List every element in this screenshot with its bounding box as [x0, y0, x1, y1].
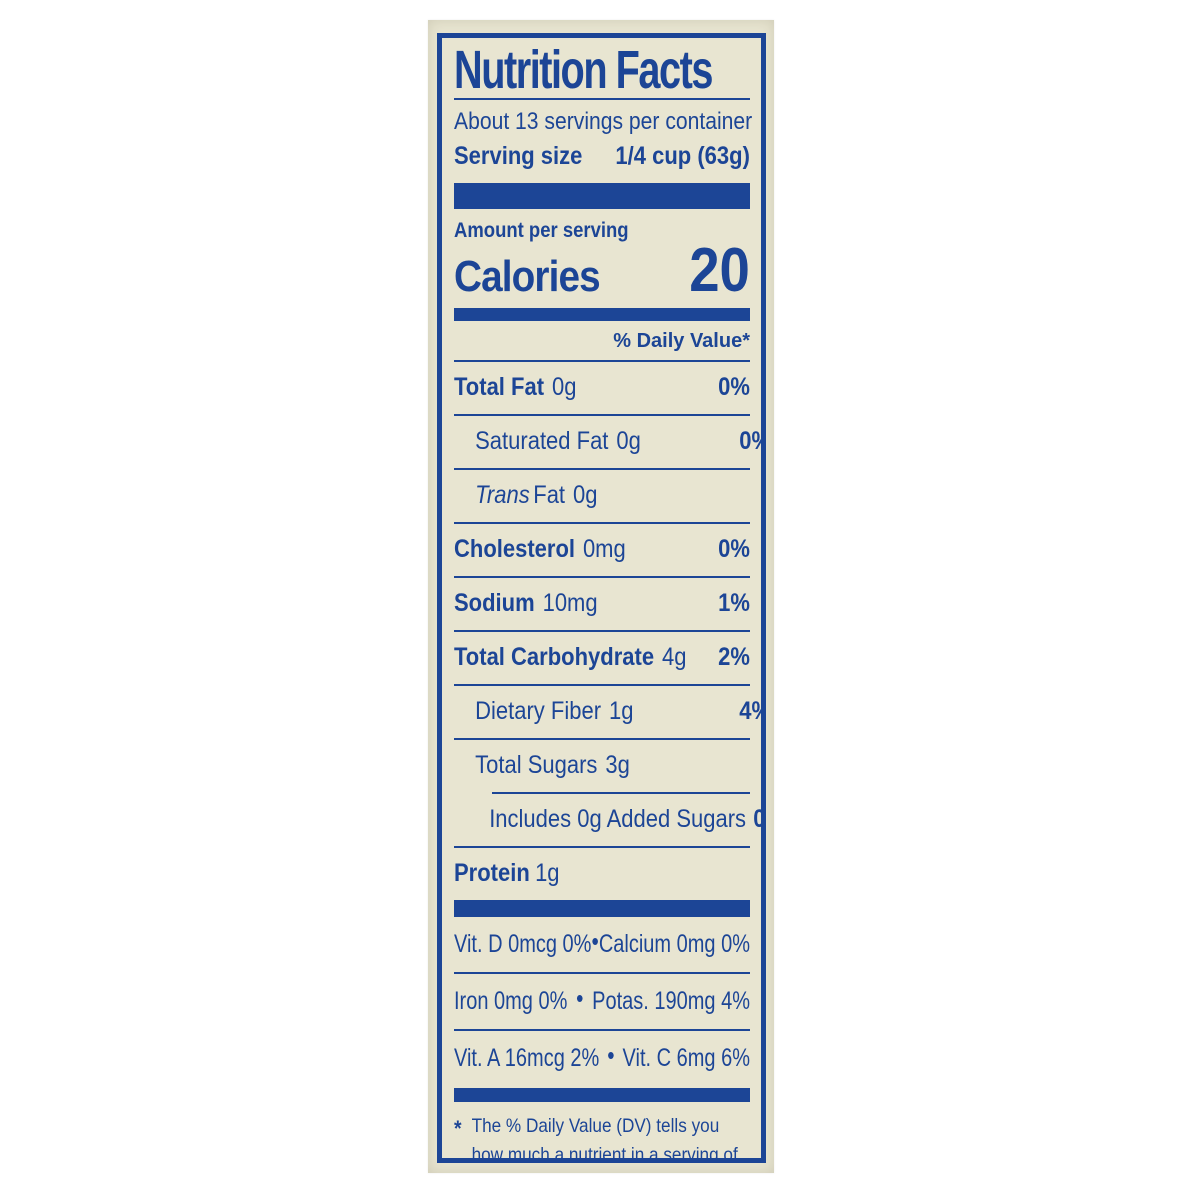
- nutrition-label-panel: Nutrition Facts About 13 servings per co…: [428, 20, 774, 1173]
- medium-separator-footer: [454, 1088, 750, 1103]
- calories-row: Calories 20: [454, 236, 750, 308]
- dietary-fiber-dv: 4%: [739, 697, 761, 726]
- amount-per-serving-label: Amount per serving: [454, 219, 629, 243]
- row-saturated-fat: Saturated Fat 0g 0%: [454, 416, 761, 468]
- row-trans-fat: Trans Fat 0g: [454, 470, 761, 522]
- daily-value-header: % Daily Value*: [613, 330, 750, 353]
- divider-10: [454, 846, 750, 849]
- trans-fat-label: Fat: [533, 481, 566, 510]
- total-fat-label: Total Fat: [454, 373, 545, 402]
- divider-11: [454, 972, 750, 975]
- divider-5: [454, 576, 750, 579]
- divider-2: [454, 414, 750, 417]
- nutrition-facts-title: Nutrition Facts: [454, 40, 713, 100]
- divider-8: [454, 738, 750, 741]
- sodium-label: Sodium: [454, 589, 535, 618]
- row-dietary-fiber: Dietary Fiber 1g 4%: [454, 686, 761, 738]
- potassium-value: Potas. 190mg 4%: [592, 987, 750, 1016]
- total-fat-dv: 0%: [718, 373, 750, 402]
- row-added-sugars: Includes 0g Added Sugars 0%: [454, 794, 766, 846]
- total-carbohydrate-amount: 4g: [661, 643, 687, 672]
- cholesterol-dv: 0%: [718, 535, 750, 564]
- row-sodium: Sodium 10mg 1%: [454, 578, 750, 630]
- daily-value-footnote: * The % Daily Value (DV) tells you how m…: [454, 1112, 750, 1163]
- trans-fat-amount: 0g: [572, 481, 598, 510]
- thick-separator-top: [454, 183, 750, 210]
- divider-9-indented: [492, 792, 750, 795]
- dietary-fiber-amount: 1g: [608, 697, 634, 726]
- total-sugars-label: Total Sugars: [475, 751, 598, 780]
- calcium-value: Calcium 0mg 0%: [598, 930, 750, 959]
- nutrition-label-frame: Nutrition Facts About 13 servings per co…: [437, 33, 766, 1163]
- divider-12: [454, 1029, 750, 1032]
- footnote-asterisk: *: [454, 1116, 462, 1142]
- total-carbohydrate-label: Total Carbohydrate: [454, 643, 655, 672]
- row-iron-potassium: Iron 0mg 0% • Potas. 190mg 4%: [454, 983, 750, 1016]
- row-total-sugars: Total Sugars 3g: [454, 740, 761, 792]
- trans-fat-label-italic: Trans: [475, 481, 530, 510]
- divider-4: [454, 522, 750, 525]
- title-divider: [454, 98, 750, 101]
- saturated-fat-dv: 0%: [739, 427, 761, 456]
- serving-size-value: 1/4 cup (63g): [615, 142, 750, 171]
- protein-amount: 1g: [535, 859, 560, 888]
- protein-label: Protein: [454, 859, 530, 888]
- divider-6: [454, 630, 750, 633]
- cholesterol-label: Cholesterol: [454, 535, 576, 564]
- row-vita-vitc: Vit. A 16mcg 2% • Vit. C 6mg 6%: [454, 1040, 750, 1073]
- vitamin-c-value: Vit. C 6mg 6%: [622, 1044, 750, 1073]
- row-cholesterol: Cholesterol 0mg 0%: [454, 524, 750, 576]
- saturated-fat-label: Saturated Fat: [475, 427, 609, 456]
- cholesterol-amount: 0mg: [582, 535, 626, 564]
- row-total-carbohydrate: Total Carbohydrate 4g 2%: [454, 632, 750, 684]
- row-vitd-calcium: Vit. D 0mcg 0% • Calcium 0mg 0%: [454, 926, 750, 959]
- saturated-fat-amount: 0g: [616, 427, 641, 456]
- medium-separator-protein: [454, 900, 750, 918]
- divider-7: [454, 684, 750, 687]
- divider-1: [454, 360, 750, 363]
- total-carbohydrate-dv: 2%: [718, 643, 750, 672]
- row-total-fat: Total Fat 0g 0%: [454, 362, 750, 414]
- footnote-text: The % Daily Value (DV) tells you how muc…: [471, 1115, 738, 1163]
- total-sugars-amount: 3g: [605, 751, 630, 780]
- iron-value: Iron 0mg 0%: [454, 987, 568, 1016]
- serving-size-row: Serving size 1/4 cup (63g): [454, 138, 750, 183]
- calories-value: 20: [689, 236, 750, 306]
- serving-size-label: Serving size: [454, 142, 583, 171]
- servings-per-container: About 13 servings per container: [454, 108, 753, 136]
- vitamin-a-value: Vit. A 16mcg 2%: [454, 1044, 600, 1073]
- sodium-dv: 1%: [718, 589, 750, 618]
- total-fat-amount: 0g: [551, 373, 577, 402]
- vitamin-d-value: Vit. D 0mcg 0%: [454, 930, 592, 959]
- sodium-amount: 10mg: [542, 589, 598, 618]
- calories-label: Calories: [454, 252, 601, 302]
- added-sugars-dv: 0%: [753, 805, 766, 834]
- row-protein: Protein 1g: [454, 848, 750, 900]
- divider-3: [454, 468, 750, 471]
- added-sugars-label: Includes 0g Added Sugars: [489, 805, 747, 834]
- dietary-fiber-label: Dietary Fiber: [475, 697, 602, 726]
- medium-separator-calories: [454, 308, 750, 322]
